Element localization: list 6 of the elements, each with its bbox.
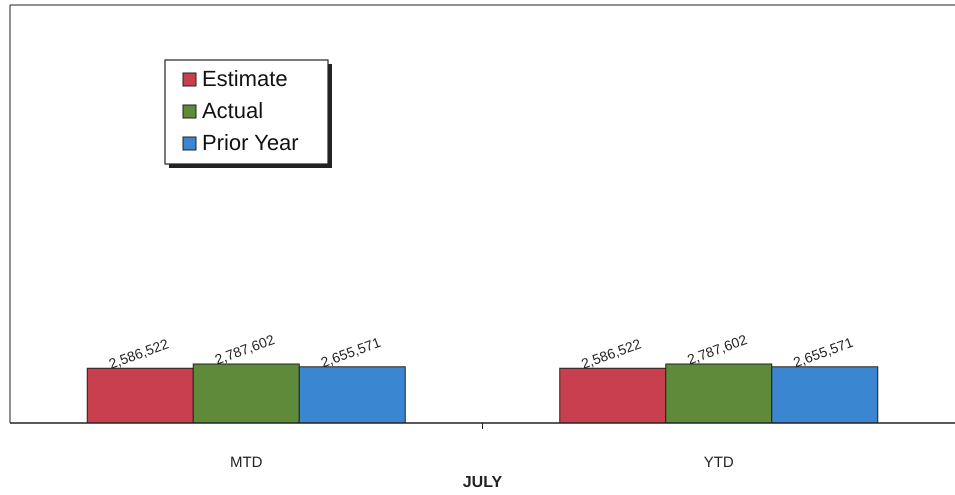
- x-tick-label: MTD: [230, 454, 263, 471]
- x-axis-title: JULY: [462, 474, 503, 491]
- legend-label: Actual: [202, 98, 264, 123]
- legend-label: Prior Year: [202, 130, 299, 155]
- x-tick-label: YTD: [704, 454, 734, 471]
- legend-label: Estimate: [202, 66, 288, 91]
